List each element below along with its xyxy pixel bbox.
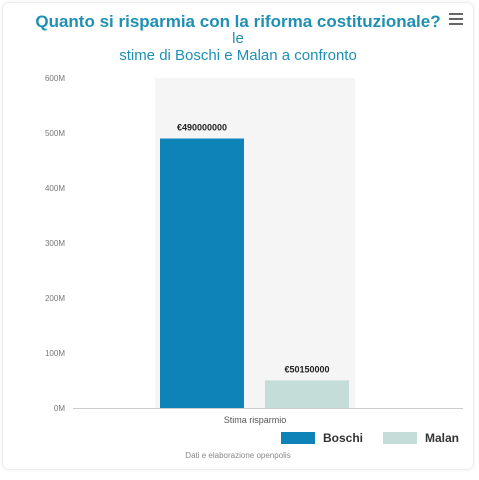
chart-title-line-2: le [232, 30, 244, 47]
chart-legend: Boschi Malan [261, 431, 459, 445]
x-tick-label: Stima risparmio [224, 415, 287, 425]
bar-chart: 0M 100M 200M 300M 400M 500M 600M €490000000 €50… [45, 74, 463, 425]
y-tick-label: 300M [45, 239, 65, 248]
chart-title: Quanto si risparmia con la riforma costi… [3, 13, 473, 64]
y-tick-label: 600M [45, 74, 65, 83]
chart-title-line-3: stime di Boschi e Malan a confronto [119, 47, 357, 64]
legend-item-boschi[interactable]: Boschi [280, 431, 363, 445]
chart-title-line-1: Quanto si risparmia con la riforma costi… [35, 12, 441, 31]
data-label-boschi: €490000000 [177, 123, 227, 133]
y-tick-label: 100M [45, 349, 65, 358]
bar-malan [265, 380, 349, 408]
y-tick-label: 500M [45, 129, 65, 138]
data-label-malan: €50150000 [284, 364, 329, 374]
legend-swatch-boschi [280, 432, 315, 444]
bar-boschi [160, 138, 244, 408]
y-tick-label: 200M [45, 294, 65, 303]
legend-swatch-malan [382, 432, 417, 444]
legend-item-malan[interactable]: Malan [382, 431, 459, 445]
source-note: Dati e elaborazione openpolis [185, 451, 291, 460]
hamburger-menu-icon[interactable] [449, 13, 463, 25]
y-tick-label: 400M [45, 184, 65, 193]
y-tick-label: 0M [54, 404, 65, 413]
legend-label-boschi: Boschi [322, 431, 363, 445]
legend-label-malan: Malan [424, 431, 459, 445]
chart-card: Quanto si risparmia con la riforma costi… [3, 3, 473, 469]
